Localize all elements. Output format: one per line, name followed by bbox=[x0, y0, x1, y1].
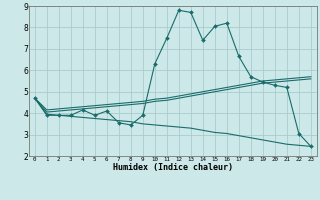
X-axis label: Humidex (Indice chaleur): Humidex (Indice chaleur) bbox=[113, 163, 233, 172]
